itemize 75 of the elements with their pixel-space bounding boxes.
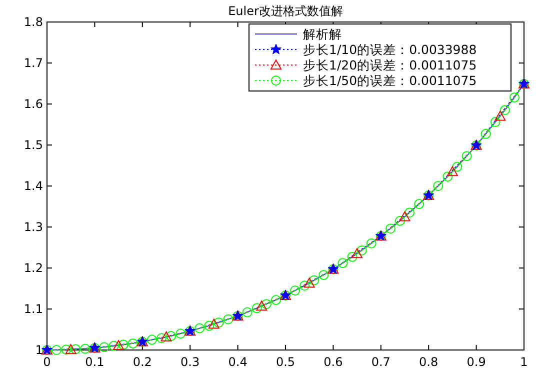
point (352, 248, 363, 258)
point (347, 252, 358, 262)
point (252, 303, 262, 314)
x-tick-label: 1 (520, 355, 528, 369)
legend-label: 解析解 (303, 26, 342, 42)
point (70, 344, 81, 354)
point (399, 211, 410, 222)
point (270, 294, 281, 305)
legend-label: 步长1/50的误差：0.0011075 (303, 73, 477, 88)
y-tick-label: 1.2 (24, 261, 43, 275)
point (194, 323, 205, 334)
point (128, 338, 138, 348)
point (490, 117, 500, 128)
point (99, 342, 110, 352)
x-tick-label: 0.7 (371, 355, 390, 369)
x-tick-label: 0.2 (132, 355, 152, 369)
point (208, 318, 220, 329)
point (509, 92, 520, 102)
point (290, 286, 300, 296)
point (494, 110, 506, 121)
point (166, 331, 176, 342)
legend-label: 步长1/10的误差：0.0033988 (303, 42, 477, 57)
point (146, 334, 157, 345)
point (300, 280, 310, 291)
point (160, 331, 172, 342)
point (356, 245, 367, 256)
point (113, 340, 124, 350)
point (256, 300, 268, 311)
point (366, 238, 376, 248)
point (480, 128, 491, 139)
point (433, 181, 444, 191)
point (204, 320, 214, 331)
point (156, 333, 166, 344)
point (309, 275, 320, 286)
point (462, 151, 472, 162)
point (452, 162, 462, 172)
point (242, 307, 252, 318)
point (80, 344, 90, 354)
point (338, 258, 348, 268)
point (394, 216, 405, 226)
point (118, 340, 128, 350)
point (108, 340, 119, 351)
point (385, 224, 396, 234)
point (304, 278, 315, 288)
y-tick-label: 1.4 (24, 179, 43, 193)
y-tick-label: 1.8 (24, 15, 43, 29)
y-tick-label: 1.7 (24, 56, 43, 70)
x-tick-label: 0.5 (276, 355, 296, 369)
point (404, 208, 415, 218)
point (446, 166, 458, 176)
y-tick-label: 1.5 (24, 138, 43, 152)
point (65, 344, 76, 354)
point (214, 318, 224, 328)
x-tick-label: 0.6 (324, 355, 343, 369)
chart-title: Euler改进格式数值解 (228, 4, 343, 18)
point (261, 299, 272, 310)
x-tick-label: 0.4 (228, 355, 248, 369)
x-tick-label: 0.8 (419, 355, 438, 369)
y-tick-label: 1 (35, 343, 43, 357)
point (318, 270, 329, 280)
point (176, 328, 186, 339)
point (52, 345, 62, 355)
legend-label: 步长1/20的误差：0.0011075 (303, 58, 477, 72)
point (442, 172, 453, 182)
x-tick-label: 0.3 (180, 355, 200, 369)
point (414, 199, 424, 210)
x-tick-label: 0.9 (466, 355, 486, 369)
y-tick-label: 1.1 (24, 302, 43, 316)
x-tick-label: 0 (43, 355, 51, 369)
y-tick-label: 1.3 (24, 220, 43, 234)
x-tick-label: 0.1 (85, 355, 104, 369)
point (223, 314, 234, 324)
point (61, 344, 72, 355)
point (500, 105, 510, 116)
y-tick-label: 1.6 (24, 97, 43, 111)
